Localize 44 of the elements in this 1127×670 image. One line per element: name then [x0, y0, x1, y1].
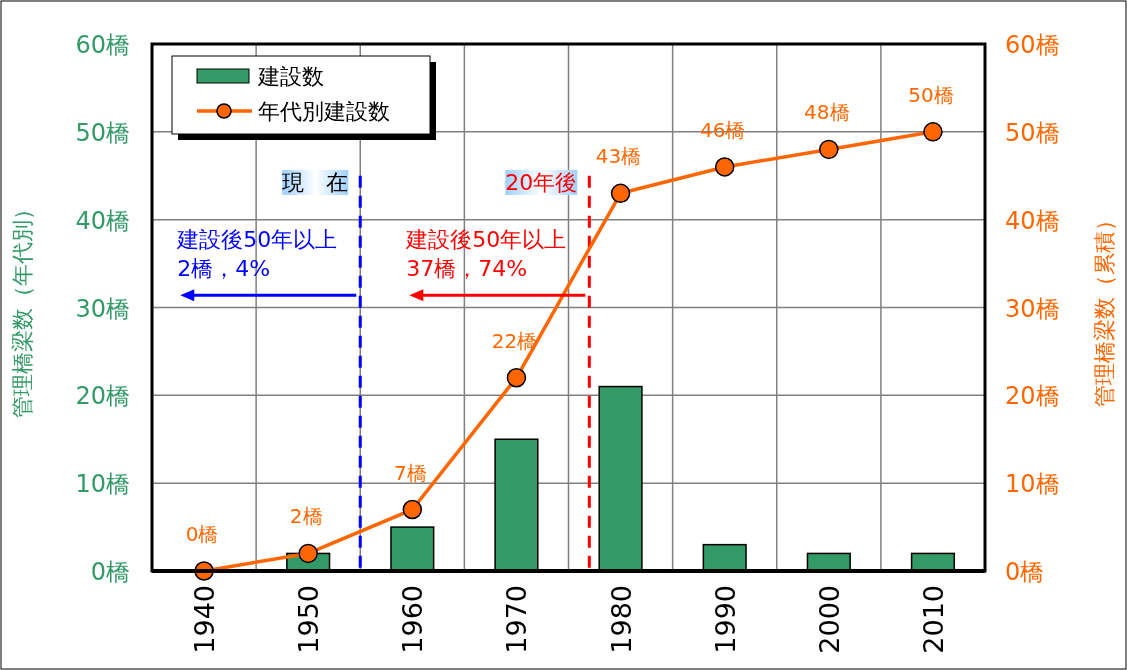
annotation: 建設後50年以上 2橋，4%: [176, 227, 338, 282]
y2-tick-label: 30橋: [1005, 294, 1060, 323]
y-tick-label: 40橋: [75, 206, 130, 235]
point: [610, 183, 631, 204]
y2-tick-label: 60橋: [1005, 31, 1060, 59]
y-tick-label: 30橋: [75, 294, 130, 323]
ref-line-label: 現 在: [282, 170, 349, 195]
data-label: 43橋: [595, 144, 642, 169]
y2-tick-label: 20橋: [1005, 382, 1060, 411]
y-tick-label: 20橋: [75, 382, 130, 411]
y-tick-label: 0橋: [90, 558, 130, 586]
y-axis-title: 管理橋梁数（年代別）: [10, 197, 35, 418]
data-label: 0橋: [185, 522, 219, 546]
y-tick-label: 60橋: [75, 31, 130, 59]
data-label: 7橋: [393, 460, 427, 485]
x-tick-label: 1970: [501, 585, 533, 654]
legend-label: 年代別建設数: [258, 99, 390, 124]
x-tick-label: 1990: [709, 585, 741, 654]
x-tick-label: 1950: [293, 585, 325, 654]
data-label: 48橋: [804, 100, 850, 125]
y2-tick-label: 40橋: [1005, 206, 1060, 235]
y2-axis-title: 管理橋梁数（累積）: [1092, 208, 1117, 407]
y-tick-label: 10橋: [75, 470, 130, 499]
y2-tick-label: 0橋: [1005, 558, 1045, 586]
point: [714, 157, 735, 177]
ref-line-label: 20年後: [505, 170, 578, 195]
x-tick-label: 1960: [397, 585, 429, 654]
point: [298, 543, 318, 564]
data-label: 50橋: [908, 82, 954, 107]
data-label: 46橋: [699, 117, 746, 142]
x-tick-label: 1980: [605, 585, 637, 654]
y2-tick-label: 50橋: [1005, 118, 1060, 147]
point: [819, 139, 839, 160]
x-tick-label: 2000: [813, 585, 845, 654]
y2-tick-label: 10橋: [1005, 470, 1060, 499]
legend-label: 建設数: [257, 64, 324, 89]
x-tick-label: 2010: [917, 585, 949, 654]
point: [923, 122, 943, 142]
x-tick-label: 1940: [189, 585, 221, 654]
y-tick-label: 50橋: [75, 118, 130, 147]
point: [506, 368, 527, 388]
data-label: 2橋: [289, 504, 323, 529]
annotation: 建設後50年以上 37橋，74%: [405, 227, 567, 282]
point: [402, 499, 423, 520]
